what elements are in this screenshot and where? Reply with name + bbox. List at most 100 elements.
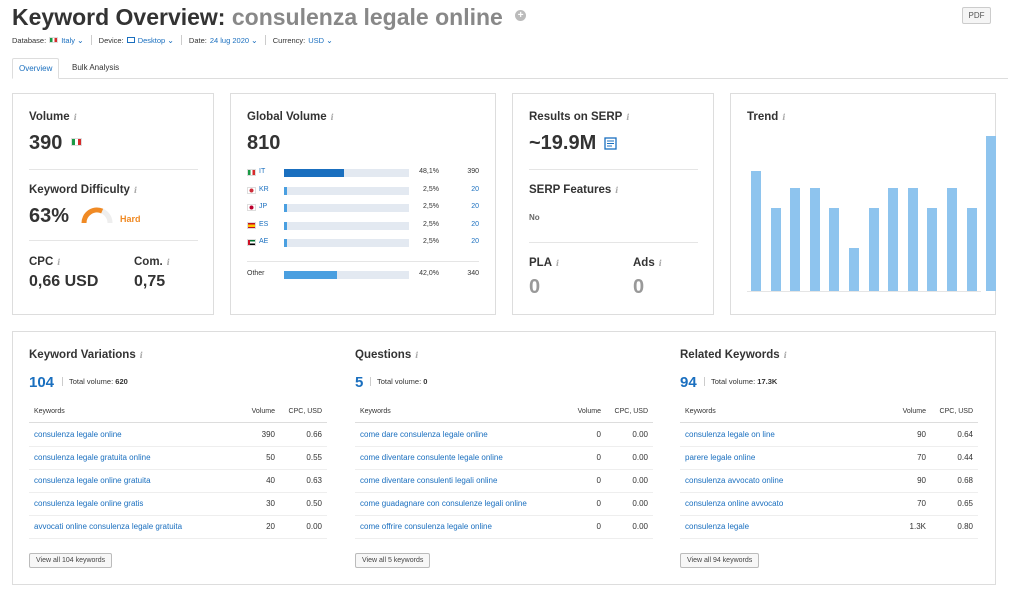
cpc-label: CPC i [29, 256, 61, 268]
keyword-link[interactable]: come dare consulenza legale online [360, 430, 488, 439]
view-all-related-keywords-button[interactable]: View all 94 keywords [680, 553, 760, 568]
country-code[interactable]: JP [259, 203, 268, 210]
tab-bulk-analysis[interactable]: Bulk Analysis [72, 63, 120, 72]
country-volume[interactable]: 20 [471, 238, 479, 245]
info-icon[interactable]: i [166, 257, 170, 267]
serp-page-icon[interactable] [604, 137, 617, 150]
keyword-link[interactable]: consulenza legale online gratuita [34, 476, 151, 485]
divider [247, 261, 479, 262]
questions-table: Keywords Volume CPC, USD come dare consulen… [355, 408, 653, 543]
column-header-cpc[interactable]: CPC, USD [614, 408, 648, 415]
pdf-export-button[interactable]: PDF [962, 7, 991, 24]
info-icon[interactable]: i [556, 258, 560, 268]
trend-bar[interactable] [751, 170, 761, 291]
column-header-cpc[interactable]: CPC, USD [939, 408, 973, 415]
trend-bar[interactable] [829, 207, 840, 291]
column-header-volume[interactable]: Volume [251, 408, 275, 415]
tab-bar: Overview Bulk Analysis [12, 58, 1008, 79]
country-volume[interactable]: 20 [471, 185, 479, 193]
column-header-cpc[interactable]: CPC, USD [288, 408, 322, 415]
keyword-variations-title: Keyword Variations i [29, 349, 143, 361]
date-filter[interactable]: Date: 24 lug 2020 ⌄ [189, 36, 258, 45]
other-volume: 340 [467, 270, 479, 277]
trend-bar[interactable] [947, 188, 957, 291]
info-icon[interactable]: i [626, 112, 630, 122]
table-row: come offrire consulenza legale online 0 0.… [355, 516, 653, 539]
column-header-keywords[interactable]: Keywords [360, 408, 391, 415]
currency-value: USD [308, 35, 325, 45]
view-all-questions-button[interactable]: View all 5 keywords [355, 553, 431, 568]
trend-bar[interactable] [849, 248, 859, 291]
keyword-link[interactable]: come offrire consulenza legale online [360, 522, 492, 531]
trend-bar[interactable] [986, 136, 997, 291]
keyword-link[interactable]: come guadagnare con consulenze legali on… [360, 499, 527, 508]
country-code[interactable]: IT [259, 168, 266, 175]
info-icon[interactable]: i [133, 185, 138, 195]
keyword-link[interactable]: parere legale online [685, 453, 756, 462]
table-row: consulenza legale online 390 0.66 [29, 424, 327, 447]
trend-bar[interactable] [868, 207, 879, 291]
es-flag-icon [247, 221, 256, 229]
keyword-link[interactable]: consulenza legale gratuita online [34, 453, 151, 462]
currency-label: Currency: [272, 35, 306, 45]
pla-value: 0 [529, 276, 541, 298]
column-header-volume[interactable]: Volume [577, 408, 601, 415]
keyword-link[interactable]: consulenza online avvocato [685, 499, 784, 508]
info-icon[interactable]: i [782, 112, 786, 122]
date-value: 24 lug 2020 [209, 35, 250, 45]
keyword-link[interactable]: consulenza legale online gratis [34, 499, 144, 508]
global-volume-row: KR 2,5% 20 [247, 186, 479, 196]
view-all-keyword-variations-button[interactable]: View all 104 keywords [29, 553, 113, 568]
info-icon[interactable]: i [73, 112, 77, 122]
database-filter[interactable]: Database: Italy ⌄ [12, 36, 84, 45]
column-header-keywords[interactable]: Keywords [34, 408, 65, 415]
column-header-keywords[interactable]: Keywords [685, 408, 716, 415]
trend-bar[interactable] [790, 188, 801, 291]
divider [90, 35, 92, 45]
info-icon[interactable]: i [330, 112, 334, 122]
trend-bar[interactable] [888, 188, 899, 291]
info-icon[interactable]: i [139, 350, 143, 360]
italy-flag-icon [70, 138, 82, 146]
tab-overview[interactable]: Overview [12, 58, 60, 79]
country-volume[interactable]: 20 [471, 220, 479, 228]
related-keywords-count[interactable]: 94 [680, 374, 697, 391]
column-header-volume[interactable]: Volume [902, 408, 926, 415]
keyword-link[interactable]: avvocati online consulenza legale gratui… [34, 522, 183, 531]
keyword-link[interactable]: consulenza legale [685, 522, 750, 531]
table-row: come guadagnare con consulenze legali on… [355, 493, 653, 516]
country-volume[interactable]: 20 [471, 203, 479, 210]
device-filter[interactable]: Device: Desktop ⌄ [99, 36, 174, 45]
info-icon[interactable]: i [57, 257, 61, 267]
keyword-link[interactable]: come diventare consulente legale online [360, 453, 503, 462]
trend-bar[interactable] [927, 207, 938, 291]
volume-card: Volume i 390 Keyword Difficulty i 63% Hard… [12, 93, 214, 315]
trend-bar[interactable] [770, 207, 781, 291]
keyword-cpc: 0.64 [957, 430, 973, 439]
keyword-variations-table: Keywords Volume CPC, USD consulenza legale … [29, 408, 327, 543]
keyword-link[interactable]: consulenza avvocato online [685, 476, 784, 485]
country-code[interactable]: ES [259, 220, 269, 228]
divider [529, 242, 698, 243]
trend-bar[interactable] [907, 188, 918, 291]
country-code[interactable]: AE [259, 238, 269, 245]
table-row: consulenza legale on line 90 0.64 [680, 424, 978, 447]
info-icon[interactable]: i [615, 185, 619, 195]
info-icon[interactable]: i [783, 350, 787, 360]
info-icon[interactable]: i [658, 258, 662, 268]
keyword-link[interactable]: consulenza legale online [34, 430, 122, 439]
global-volume-value: 810 [247, 132, 281, 154]
country-code[interactable]: KR [259, 185, 269, 193]
currency-filter[interactable]: Currency: USD ⌄ [273, 36, 333, 45]
share-bar-fill [284, 169, 345, 177]
info-icon[interactable]: i [415, 350, 419, 360]
questions-count[interactable]: 5 [355, 374, 364, 391]
date-label: Date: [188, 35, 207, 45]
keyword-cpc: 0.66 [306, 430, 322, 439]
keyword-link[interactable]: consulenza legale on line [685, 430, 775, 439]
trend-bar[interactable] [966, 207, 977, 291]
keyword-link[interactable]: come diventare consulenti legali online [360, 476, 498, 485]
add-circle-icon[interactable]: + [515, 10, 527, 22]
keyword-variations-count[interactable]: 104 [29, 374, 55, 391]
trend-bar[interactable] [809, 188, 820, 291]
